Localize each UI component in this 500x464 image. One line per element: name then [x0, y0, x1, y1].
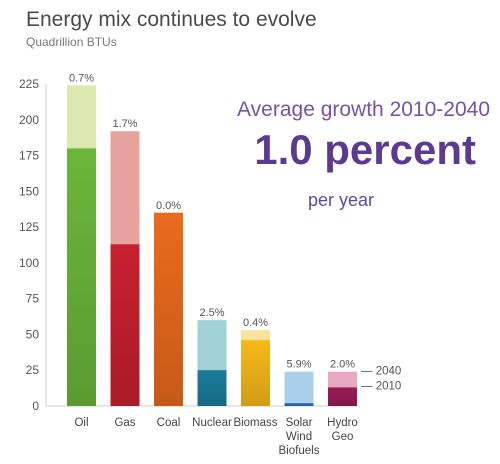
y-axis: 0 25 50 75 100 125 150 175 200 225 — [19, 77, 360, 413]
y-tick-label: 50 — [26, 327, 40, 341]
chart-title: Energy mix continues to evolve — [26, 8, 317, 31]
bar-2010 — [67, 148, 96, 406]
y-tick-label: 100 — [19, 256, 39, 270]
bar-2040 — [284, 371, 314, 406]
y-tick-label: 25 — [26, 363, 40, 377]
growth-value: 1.0 percent — [254, 126, 476, 173]
y-tick-label: 200 — [19, 113, 39, 127]
y-tick-label: 0 — [32, 399, 39, 413]
legend-2010: — 2010 — [361, 380, 401, 392]
labels: 0.7% Oil 1.7% Gas 0.0% Coal 2.5% Nuclear 0.4% Bio… — [69, 72, 358, 457]
growth-label: 1.7% — [112, 118, 137, 130]
growth-label: 0.4% — [243, 317, 268, 329]
y-tick-label: 150 — [19, 184, 39, 198]
bar-2010 — [154, 212, 183, 406]
growth-heading: Average growth 2010-2040 — [237, 98, 490, 121]
y-tick-label: 175 — [19, 149, 39, 163]
category-label: Hydro Geo — [327, 417, 358, 443]
category-label: Solar Wind Biofuels — [279, 417, 320, 457]
growth-unit: per year — [308, 190, 374, 210]
bar-2010 — [241, 340, 270, 406]
category-label: Coal — [157, 417, 181, 429]
y-tick-label: 125 — [19, 220, 39, 234]
growth-label: 5.9% — [286, 359, 311, 371]
legend-2040: — 2040 — [361, 366, 401, 378]
bar-2010 — [110, 244, 140, 406]
growth-label: 0.7% — [69, 72, 94, 84]
growth-label: 0.0% — [156, 200, 181, 212]
y-tick-label: 225 — [19, 77, 39, 91]
category-label: Gas — [114, 417, 135, 429]
category-label: Nuclear — [192, 417, 232, 429]
legend: — 2040 — 2010 — [361, 366, 401, 393]
bar-2010 — [328, 387, 357, 406]
chart-subtitle: Quadrillion BTUs — [26, 35, 117, 49]
category-label: Oil — [74, 417, 88, 429]
growth-label: 2.0% — [330, 359, 355, 371]
y-tick-label: 75 — [26, 292, 40, 306]
bars — [67, 85, 357, 406]
bar-2010 — [197, 370, 227, 406]
category-label: Biomass — [233, 417, 277, 429]
growth-label: 2.5% — [199, 307, 224, 319]
bar-2010 — [284, 403, 314, 406]
